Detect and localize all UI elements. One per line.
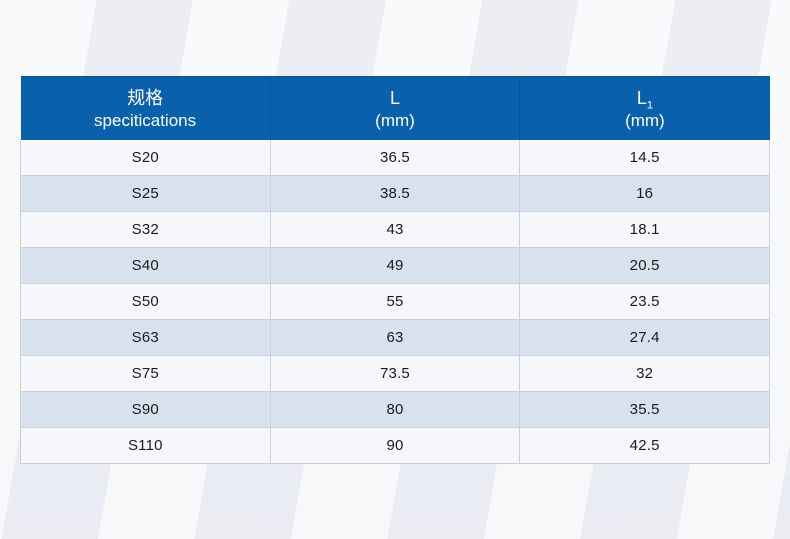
- l1-cell: 18.1: [519, 211, 770, 248]
- header-spec-cn: 规格: [127, 87, 164, 108]
- header-spec-en: specitications: [94, 110, 197, 130]
- table-row: S63 63 27.4: [20, 319, 770, 356]
- header-cell-l: L (mm): [269, 76, 520, 140]
- l-cell: 63: [269, 319, 521, 356]
- table-row: S20 36.5 14.5: [20, 140, 770, 176]
- table-row: S50 55 23.5: [20, 283, 770, 320]
- header-l1-symbol: L1: [636, 87, 653, 112]
- spec-cell: S50: [20, 283, 271, 320]
- table-row: S32 43 18.1: [20, 211, 770, 248]
- spec-cell: S75: [20, 355, 271, 392]
- l-cell: 55: [269, 283, 521, 320]
- spec-cell: S110: [20, 427, 271, 464]
- header-cell-spec: 规格 specitications: [20, 76, 271, 140]
- table-row: S25 38.5 16: [20, 175, 770, 212]
- l1-cell: 16: [519, 175, 770, 212]
- l1-cell: 20.5: [519, 247, 770, 284]
- l-cell: 49: [269, 247, 521, 284]
- l-cell: 73.5: [269, 355, 521, 392]
- l-cell: 38.5: [269, 175, 521, 212]
- table-row: S40 49 20.5: [20, 247, 770, 284]
- l1-cell: 42.5: [519, 427, 770, 464]
- specifications-table: 规格 specitications L (mm) L1 (mm) S20 36.…: [20, 76, 770, 464]
- l-cell: 90: [269, 427, 521, 464]
- spec-cell: S40: [20, 247, 271, 284]
- header-l-unit: (mm): [375, 110, 415, 130]
- spec-cell: S63: [20, 319, 271, 356]
- l1-cell: 27.4: [519, 319, 770, 356]
- table-row: S75 73.5 32: [20, 355, 770, 392]
- header-row: 规格 specitications L (mm) L1 (mm): [20, 76, 770, 140]
- header-l-symbol: L: [389, 87, 400, 108]
- spec-cell: S32: [20, 211, 271, 248]
- l1-cell: 35.5: [519, 391, 770, 428]
- header-cell-l1: L1 (mm): [519, 76, 770, 140]
- table-row: S90 80 35.5: [20, 391, 770, 428]
- l-cell: 43: [269, 211, 521, 248]
- l1-cell: 23.5: [519, 283, 770, 320]
- table-row: S110 90 42.5: [20, 427, 770, 464]
- table-body: S20 36.5 14.5 S25 38.5 16 S32 43 18.1 S4…: [20, 140, 770, 464]
- l1-cell: 14.5: [519, 140, 770, 176]
- table-header: 规格 specitications L (mm) L1 (mm): [20, 76, 770, 140]
- l-cell: 36.5: [269, 140, 521, 176]
- l1-cell: 32: [519, 355, 770, 392]
- l-cell: 80: [269, 391, 521, 428]
- spec-cell: S25: [20, 175, 271, 212]
- spec-cell: S20: [20, 140, 271, 176]
- spec-cell: S90: [20, 391, 271, 428]
- header-l1-unit: (mm): [625, 110, 665, 130]
